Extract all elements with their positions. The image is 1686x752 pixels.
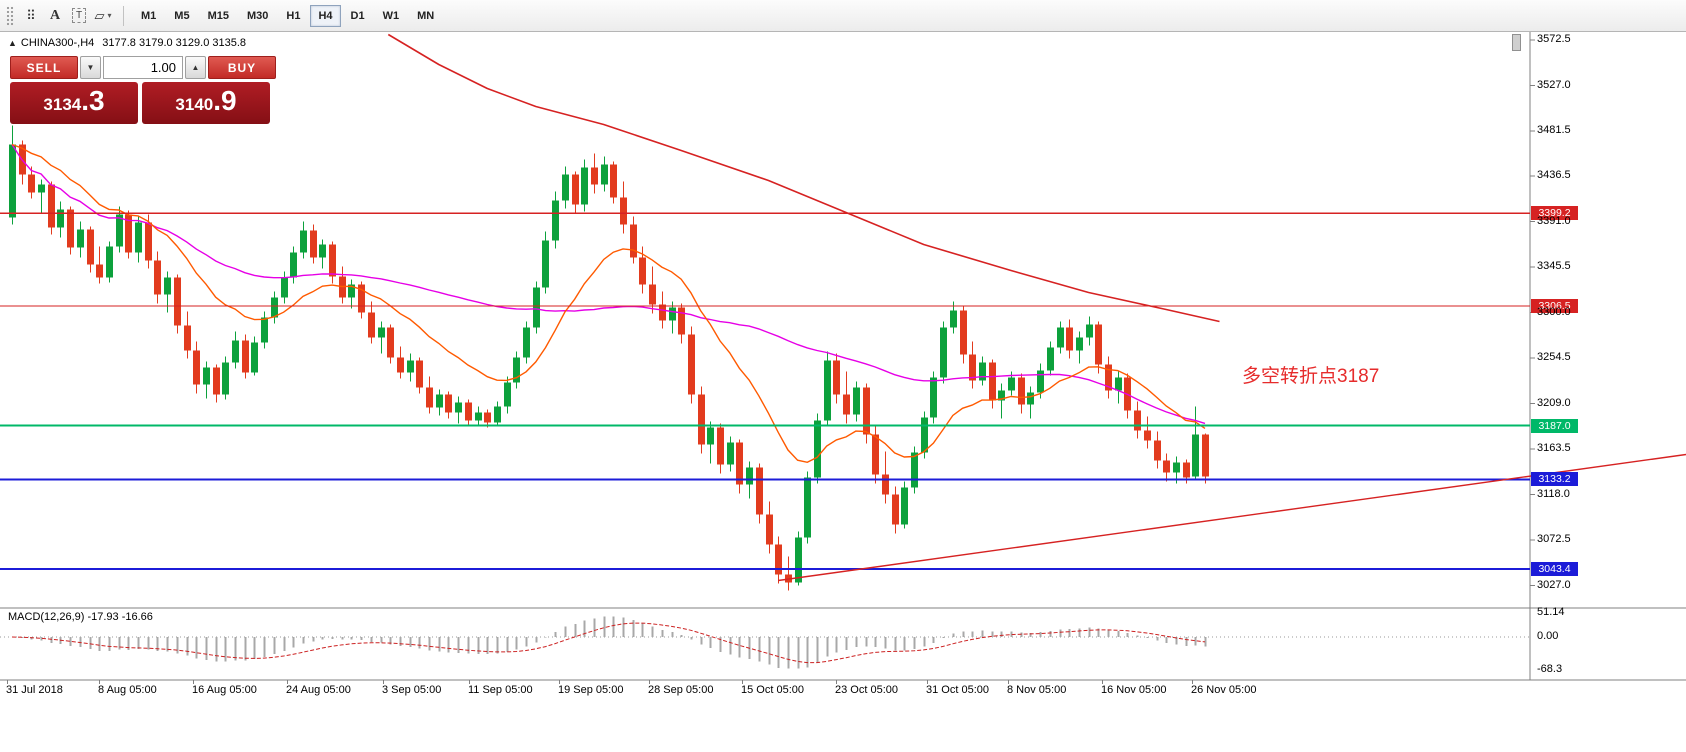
macd-axis-label: -68.3 — [1537, 662, 1563, 675]
toolbar-separator — [123, 5, 124, 26]
price-axis-label: 3345.5 — [1537, 260, 1571, 272]
time-axis-label: 28 Sep 05:00 — [648, 684, 714, 696]
timeframe-button-H4[interactable]: H4 — [310, 4, 341, 27]
caret-down-icon: ▼ — [86, 63, 95, 72]
price-axis-label: 3027.0 — [1537, 578, 1571, 591]
candles-layer — [9, 125, 1209, 591]
ma-fast-line — [11, 143, 1206, 464]
time-axis-label: 16 Aug 05:00 — [192, 684, 257, 696]
caret-up-icon: ▲ — [191, 63, 200, 72]
grid-icon: ⠿ — [26, 7, 36, 23]
timeframe-button-D1[interactable]: D1 — [343, 5, 373, 27]
price-axis-label: 3300.0 — [1537, 305, 1571, 318]
time-axis-label: 8 Aug 05:00 — [98, 684, 157, 696]
price-axis-label: 3118.0 — [1537, 487, 1570, 500]
buy-price-tile[interactable]: 3140.9 — [142, 82, 270, 124]
macd-axis-label: 51.14 — [1537, 605, 1565, 618]
grid-tool-button[interactable]: ⠿ — [19, 4, 43, 28]
time-axis-label: 24 Aug 05:00 — [286, 684, 351, 696]
timeframe-button-M30[interactable]: M30 — [239, 5, 276, 27]
time-axis-label: 16 Nov 05:00 — [1101, 684, 1167, 696]
price-line-tag: 3043.4 — [1531, 562, 1578, 577]
timeframe-button-MN[interactable]: MN — [409, 5, 442, 27]
price-axis-label: 3436.5 — [1537, 169, 1571, 181]
buy-button[interactable]: BUY — [208, 56, 276, 79]
price-axis-label: 3254.5 — [1537, 351, 1571, 363]
timeframe-button-W1[interactable]: W1 — [375, 5, 408, 27]
toolbar: ⠿ A T ▱ ▾ M1 M5 M15 M30 H1 H4 D1 W1 MN — [0, 0, 1686, 32]
one-click-trading-panel: SELL ▼ ▲ BUY 3134.3 3140.9 — [10, 56, 276, 124]
time-axis-label: 8 Nov 05:00 — [1007, 684, 1067, 696]
time-axis-label: 3 Sep 05:00 — [382, 684, 442, 696]
price-line-tag: 3187.0 — [1531, 418, 1578, 433]
timeframe-button-H1[interactable]: H1 — [278, 5, 308, 27]
chart-info-line[interactable]: ▲ CHINA300-,H4 3177.8 3179.0 3129.0 3135.8 — [8, 37, 246, 49]
shapes-tool-button[interactable]: ▱ ▾ — [91, 4, 115, 28]
chart-scrollbar-thumb[interactable] — [1512, 34, 1521, 51]
descending-trend-curve[interactable] — [387, 33, 1220, 323]
ma-slow-line — [11, 144, 1206, 425]
text-a-icon: A — [49, 7, 61, 23]
volume-dropdown-button[interactable]: ▼ — [80, 56, 101, 79]
time-axis-label: 31 Jul 2018 — [6, 684, 63, 696]
text-tool-button[interactable]: A — [43, 4, 67, 28]
trade-quotes-row: 3134.3 3140.9 — [10, 82, 276, 124]
time-axis-label: 31 Oct 05:00 — [926, 684, 989, 696]
collapse-triangle-icon[interactable]: ▲ — [8, 38, 17, 48]
price-axis-label: 3209.0 — [1537, 396, 1571, 409]
time-axis-label: 15 Oct 05:00 — [741, 684, 804, 696]
price-line-tag: 3133.2 — [1531, 472, 1578, 487]
macd-indicator-label: MACD(12,26,9) -17.93 -16.66 — [8, 611, 153, 623]
price-axis-label: 3527.0 — [1537, 78, 1571, 91]
time-axis-label: 23 Oct 05:00 — [835, 684, 898, 696]
macd-signal-line — [11, 622, 1206, 664]
time-axis-label: 11 Sep 05:00 — [468, 684, 533, 696]
timeframe-toolbar: M1 M5 M15 M30 H1 H4 D1 W1 MN — [132, 4, 443, 27]
time-axis-label: 19 Sep 05:00 — [558, 684, 624, 696]
chart-canvas[interactable] — [0, 32, 1686, 700]
label-t-icon: T — [71, 8, 87, 23]
symbol-period-label: CHINA300-,H4 — [20, 37, 95, 49]
ohlc-values: 3177.8 3179.0 3129.0 3135.8 — [102, 37, 247, 49]
sell-button[interactable]: SELL — [10, 56, 78, 79]
time-axis-label: 26 Nov 05:00 — [1191, 684, 1257, 696]
timeframe-button-M1[interactable]: M1 — [133, 5, 164, 27]
sell-price-main: 3134 — [43, 95, 82, 114]
timeframe-button-M15[interactable]: M15 — [200, 5, 237, 27]
price-axis-label: 3572.5 — [1537, 33, 1571, 45]
sell-price-pips: .3 — [81, 85, 105, 116]
price-axis-label: 3072.5 — [1537, 533, 1571, 545]
sell-price-tile[interactable]: 3134.3 — [10, 82, 138, 124]
chinese-annotation-text: 多空转折点3187 — [1242, 366, 1380, 387]
price-axis-label: 3481.5 — [1537, 124, 1571, 136]
caret-down-icon: ▾ — [107, 11, 112, 20]
label-tool-button[interactable]: T — [67, 4, 91, 28]
macd-axis-label: 0.00 — [1537, 630, 1559, 642]
price-line-tag: 3399.2 — [1531, 206, 1578, 221]
price-line-tag: 3306.5 — [1531, 299, 1578, 313]
buy-price-pips: .9 — [213, 85, 237, 116]
buy-price-main: 3140 — [175, 95, 214, 114]
macd-histogram — [21, 616, 1207, 669]
toolbar-grip[interactable] — [6, 5, 14, 26]
shapes-icon: ▱ — [94, 7, 105, 23]
volume-input[interactable] — [103, 56, 183, 79]
price-axis-label: 3163.5 — [1537, 442, 1571, 454]
volume-up-button[interactable]: ▲ — [185, 56, 206, 79]
timeframe-button-M5[interactable]: M5 — [166, 5, 197, 27]
price-axis-label: 3391.0 — [1537, 214, 1571, 227]
trade-controls-row: SELL ▼ ▲ BUY — [10, 56, 276, 79]
